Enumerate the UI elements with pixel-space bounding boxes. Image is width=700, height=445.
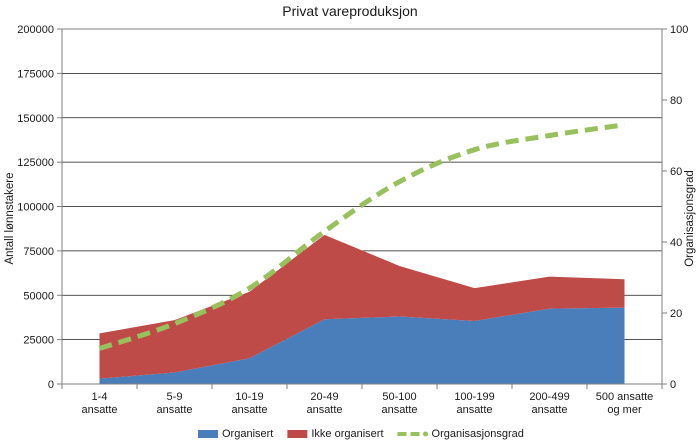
- legend-swatch: [287, 430, 308, 438]
- area-organisert: [99, 307, 625, 384]
- y-tick-label: 100000: [17, 202, 54, 214]
- x-tick-label: 500 ansatte og mer: [596, 391, 654, 416]
- x-tick-label: 10-19 ansatte: [231, 391, 267, 416]
- y2-tick-label: 20: [670, 308, 682, 320]
- y2-tick-label: 80: [670, 95, 682, 107]
- legend-label: Organisert: [222, 428, 273, 440]
- legend-marker: [423, 431, 429, 437]
- y2-axis-ticks: 0 20 40 60 80 100: [662, 24, 688, 391]
- y2-tick-label: 0: [670, 379, 676, 391]
- line-series: [98, 122, 625, 351]
- y-axis-label: Antall lønnstakere: [4, 172, 16, 264]
- x-tick-label: 100-199 ansatte: [454, 391, 494, 416]
- x-tick-label: 200-499 ansatte: [529, 391, 569, 416]
- y-tick-label: 50000: [23, 290, 54, 302]
- x-tick-label: 50-100 ansatte: [381, 391, 417, 416]
- y2-tick-label: 60: [670, 166, 682, 178]
- y-tick-label: 200000: [17, 24, 54, 36]
- legend-item: Organisasjonsgrad: [397, 428, 524, 440]
- legend: Organisert Ikke organisert Organisasjonsgr…: [198, 428, 524, 440]
- y-axis-ticks: 0 25000 50000 75000 100000 125000 150000 175000…: [17, 24, 62, 391]
- y2-tick-label: 100: [670, 24, 688, 36]
- y2-tick-label: 40: [670, 237, 682, 249]
- chart-title: Privat vareproduksjon: [282, 3, 417, 19]
- organisasjonsgrad-line: [98, 122, 625, 351]
- legend-swatch: [198, 430, 218, 438]
- y-tick-label: 125000: [17, 157, 54, 169]
- x-axis-ticks: 1-4 ansatte 5-9 ansatte 10-19 ansatte 20-49 ans…: [61, 384, 663, 416]
- x-tick-label: 20-49 ansatte: [306, 391, 342, 416]
- x-tick-label: 5-9 ansatte: [156, 391, 192, 416]
- legend-label: Organisasjonsgrad: [432, 428, 524, 440]
- legend-item: Ikke organisert: [287, 428, 384, 440]
- y2-axis-label: Organisasjonsgrad: [684, 170, 696, 267]
- y-tick-label: 0: [48, 379, 54, 391]
- y-tick-label: 175000: [17, 68, 54, 80]
- area-series: [99, 234, 625, 384]
- y-tick-label: 75000: [23, 246, 54, 258]
- y-tick-label: 150000: [17, 113, 54, 125]
- legend-label: Ikke organisert: [311, 428, 383, 440]
- x-tick-label: 1-4 ansatte: [81, 391, 117, 416]
- y-tick-label: 25000: [23, 335, 54, 347]
- area-ikke-organisert: [99, 234, 625, 379]
- legend-item: Organisert: [198, 428, 273, 440]
